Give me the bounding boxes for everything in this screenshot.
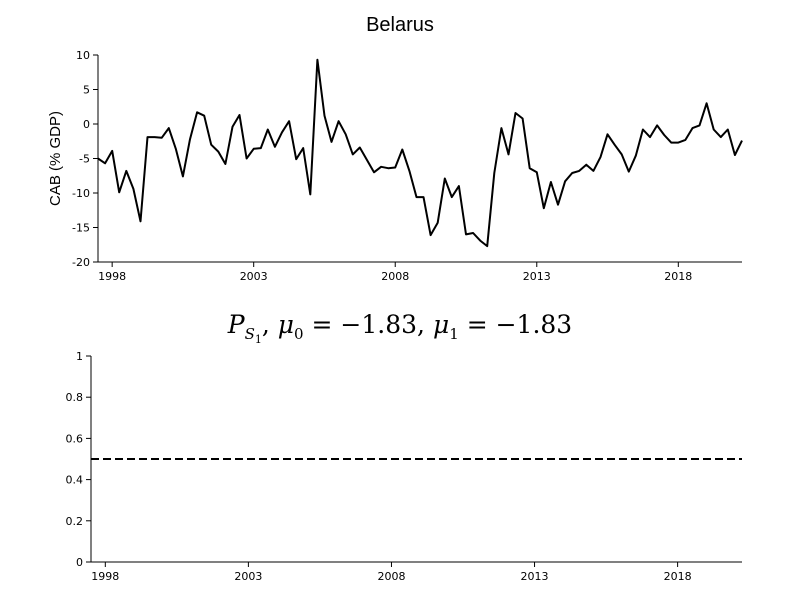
chart-0: -20 -15 -10 -5 0 5 10 1998 2003 2008 2013 2018 CAB (… [47, 49, 743, 283]
x-tick-label: 1998 [98, 270, 126, 283]
y-tick-label: -15 [72, 222, 90, 235]
series-line-0 [97, 58, 743, 248]
x-tick-label: 2018 [664, 570, 692, 583]
x-tick-label: 2013 [521, 570, 549, 583]
y-tick-label: 0 [83, 118, 90, 131]
chart-title-top: Belarus [366, 14, 434, 36]
x-tick-label: 2003 [234, 570, 262, 583]
y-axis-label: CAB (% GDP) [47, 111, 64, 206]
x-tick-label: 2008 [377, 570, 405, 583]
y-tick-label: -20 [72, 256, 90, 269]
x-tick-label: 1998 [91, 570, 119, 583]
y-tick-label: 1 [76, 350, 83, 363]
x-tick-label: 2003 [240, 270, 268, 283]
y-tick-label: -5 [79, 153, 90, 166]
y-tick-label: 10 [76, 49, 90, 62]
chart-title-bottom: PS1, μ0 = −1.83, μ1 = −1.83 [227, 310, 573, 346]
x-tick-label: 2013 [523, 270, 551, 283]
y-tick-label: 0.8 [66, 391, 84, 404]
y-tick-label: 0.2 [66, 515, 84, 528]
chart-1: 0 0.2 0.4 0.6 0.8 1 1998 2003 2008 2013 2018 [66, 350, 742, 583]
x-tick-label: 2018 [664, 270, 692, 283]
y-tick-label: 0 [76, 556, 83, 569]
x-tick-label: 2008 [381, 270, 409, 283]
y-tick-label: 0.6 [66, 432, 84, 445]
y-tick-label: 5 [83, 84, 90, 97]
y-tick-label: -10 [72, 187, 90, 200]
y-tick-label: 0.4 [66, 474, 84, 487]
